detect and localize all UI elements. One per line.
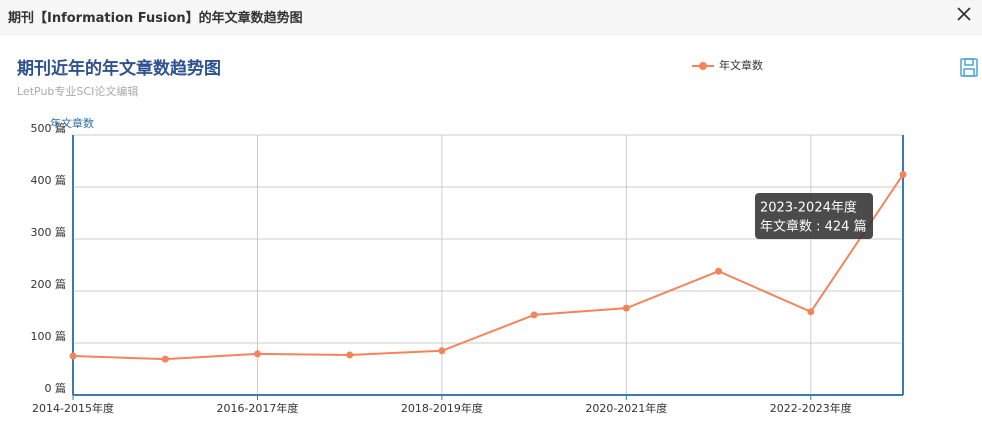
y-tick-label: 400 篇 <box>31 173 67 187</box>
data-point <box>622 304 630 312</box>
x-tick-label: 2018-2019年度 <box>401 401 483 415</box>
data-point <box>715 267 723 275</box>
save-icon[interactable] <box>964 58 974 66</box>
close-icon[interactable] <box>957 7 971 21</box>
legend-marker <box>699 62 707 70</box>
data-line <box>72 173 904 361</box>
data-point <box>807 308 815 316</box>
data-point <box>161 355 169 363</box>
x-tick-label: 2016-2017年度 <box>216 401 298 415</box>
chart-title: 期刊近年的年文章数趋势图 <box>17 58 221 79</box>
legend-label: 年文章数 <box>719 58 763 72</box>
data-point <box>253 350 261 358</box>
y-tick-label: 0 篇 <box>45 381 67 395</box>
save-button[interactable] <box>960 58 978 77</box>
close-button[interactable] <box>957 7 971 21</box>
data-point <box>899 171 907 179</box>
dialog-title: 期刊【Information Fusion】的年文章数趋势图 <box>8 11 303 26</box>
x-tick-label: 2022-2023年度 <box>770 401 852 415</box>
tooltip <box>755 193 873 239</box>
y-tick-label: 500 篇 <box>31 121 67 135</box>
save-icon[interactable] <box>963 68 975 77</box>
y-tick-label: 100 篇 <box>31 329 67 343</box>
y-tick-label: 200 篇 <box>31 277 67 291</box>
y-axis-label: 年文章数 <box>50 116 94 130</box>
chart-subtitle: LetPub专业SCI论文编辑 <box>17 84 138 98</box>
data-point <box>530 311 538 319</box>
dialog-header: 期刊【Information Fusion】的年文章数趋势图 <box>0 0 982 35</box>
tooltip-title: 2023-2024年度 <box>760 200 857 216</box>
x-tick-label: 2014-2015年度 <box>32 401 114 415</box>
x-tick-label: 2020-2021年度 <box>585 401 667 415</box>
data-point <box>346 351 354 359</box>
tooltip-text: 年文章数 : 424 篇 <box>760 219 867 235</box>
data-point <box>69 352 77 360</box>
y-tick-label: 300 篇 <box>31 225 67 239</box>
data-point <box>438 347 446 355</box>
